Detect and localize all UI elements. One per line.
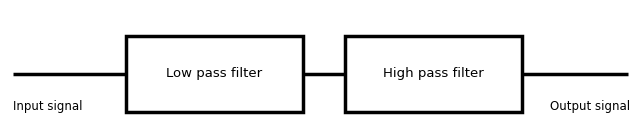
FancyBboxPatch shape — [126, 36, 303, 112]
Text: Input signal: Input signal — [13, 100, 82, 113]
Text: High pass filter: High pass filter — [383, 68, 484, 80]
FancyBboxPatch shape — [345, 36, 522, 112]
Text: Low pass filter: Low pass filter — [166, 68, 262, 80]
Text: Output signal: Output signal — [550, 100, 630, 113]
